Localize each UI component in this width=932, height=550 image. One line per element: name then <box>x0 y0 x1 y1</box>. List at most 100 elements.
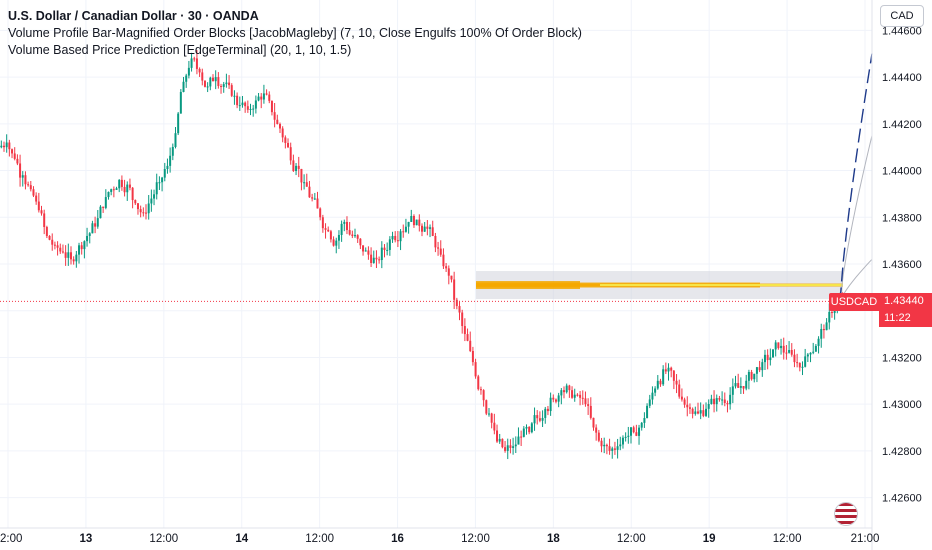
candle-body <box>517 436 520 445</box>
candle-body <box>790 350 793 355</box>
candle-body <box>587 404 590 406</box>
symbol-price-badge: USDCAD <box>829 293 879 311</box>
candle-body <box>533 415 536 424</box>
candle-body <box>265 93 268 95</box>
candle-body <box>729 394 732 405</box>
currency-button[interactable]: CAD <box>880 5 924 27</box>
candle-body <box>683 399 686 405</box>
candle-body <box>482 390 485 401</box>
candle-body <box>260 96 263 100</box>
candle-body <box>439 248 442 255</box>
candle-body <box>801 366 804 368</box>
x-tick-label: 13 <box>80 533 93 545</box>
candle-body <box>763 354 766 363</box>
candle-body <box>319 208 322 218</box>
candle-body <box>624 436 627 438</box>
candle-body <box>678 384 681 397</box>
candle-body <box>646 405 649 419</box>
candle-body <box>640 422 643 428</box>
candle-body <box>812 351 815 353</box>
candle-body <box>107 191 110 198</box>
candle-body <box>774 342 777 350</box>
candle-body <box>496 430 499 442</box>
candle-body <box>825 322 828 331</box>
y-tick-label: 1.44400 <box>882 72 922 84</box>
y-tick-label: 1.43800 <box>882 212 922 224</box>
candle-body <box>11 149 14 154</box>
candle-body <box>469 340 472 351</box>
indicator-order-blocks[interactable]: Volume Profile Bar-Magnified Order Block… <box>8 26 582 40</box>
candle-body <box>203 80 206 87</box>
candle-body <box>434 235 437 248</box>
candle-body <box>750 371 753 380</box>
candle-body <box>340 223 343 235</box>
candle-body <box>155 182 158 195</box>
candle-body <box>222 84 225 87</box>
candle-body <box>830 311 833 314</box>
candle-body <box>128 184 131 188</box>
price-axis[interactable]: 1.426001.428001.430001.432001.434001.436… <box>871 0 922 550</box>
candle-body <box>450 275 453 280</box>
candle-body <box>300 168 303 183</box>
symbol-title[interactable]: U.S. Dollar / Canadian Dollar · 30 · OAN… <box>8 9 259 23</box>
candle-body <box>29 185 32 190</box>
candle-body <box>731 386 734 395</box>
candle-body <box>461 312 464 327</box>
candle-body <box>431 227 434 236</box>
candle-body <box>595 427 598 433</box>
candle-body <box>59 247 62 252</box>
y-tick-label: 1.43200 <box>882 352 922 364</box>
candle-body <box>769 357 772 361</box>
us-flag-icon[interactable] <box>834 502 858 526</box>
candle-body <box>177 113 180 134</box>
candles <box>0 50 844 460</box>
candle-body <box>742 386 745 389</box>
candle-body <box>136 203 139 210</box>
candle-body <box>37 201 40 211</box>
indicator-price-prediction[interactable]: Volume Based Price Prediction [EdgeTermi… <box>8 43 352 57</box>
y-tick-label: 1.43000 <box>882 399 922 411</box>
candle-body <box>520 436 523 438</box>
candle-body <box>241 102 244 106</box>
candle-body <box>525 426 528 429</box>
candle-body <box>584 398 587 405</box>
candle-body <box>169 155 172 166</box>
candle-body <box>793 354 796 363</box>
candle-body <box>718 398 721 400</box>
candle-body <box>86 235 89 242</box>
candle-body <box>576 394 579 396</box>
candle-body <box>822 328 825 331</box>
x-tick-label: 12:00 <box>617 533 646 545</box>
candle-body <box>603 444 606 447</box>
candle-body <box>292 160 295 172</box>
candle-body <box>228 82 231 86</box>
candle-body <box>252 108 255 110</box>
candle-body <box>705 408 708 416</box>
candle-body <box>171 146 174 156</box>
candle-body <box>118 179 121 189</box>
candle-body <box>147 203 150 214</box>
candle-body <box>758 367 761 371</box>
candle-body <box>568 385 571 391</box>
candle-body <box>538 418 541 421</box>
time-axis[interactable]: 12:00 13 12:00 14 12:00 16 12:00 18 12:00 19 12:00… <box>0 527 879 545</box>
candle-body <box>672 370 675 381</box>
candle-body <box>24 175 27 185</box>
candle-body <box>139 209 142 213</box>
candle-body <box>573 394 576 398</box>
candle-body <box>549 397 552 412</box>
candle-body <box>249 108 252 110</box>
candle-body <box>788 350 791 353</box>
candle-body <box>453 279 456 300</box>
candle-body <box>445 266 448 269</box>
candle-body <box>348 230 351 235</box>
candle-body <box>284 137 287 143</box>
candle-body <box>48 235 51 240</box>
x-tick-label: 18 <box>547 533 560 545</box>
candle-body <box>174 133 177 147</box>
candle-body <box>512 446 515 448</box>
candle-body <box>354 235 357 237</box>
candle-body <box>654 388 657 393</box>
candle-body <box>123 186 126 193</box>
